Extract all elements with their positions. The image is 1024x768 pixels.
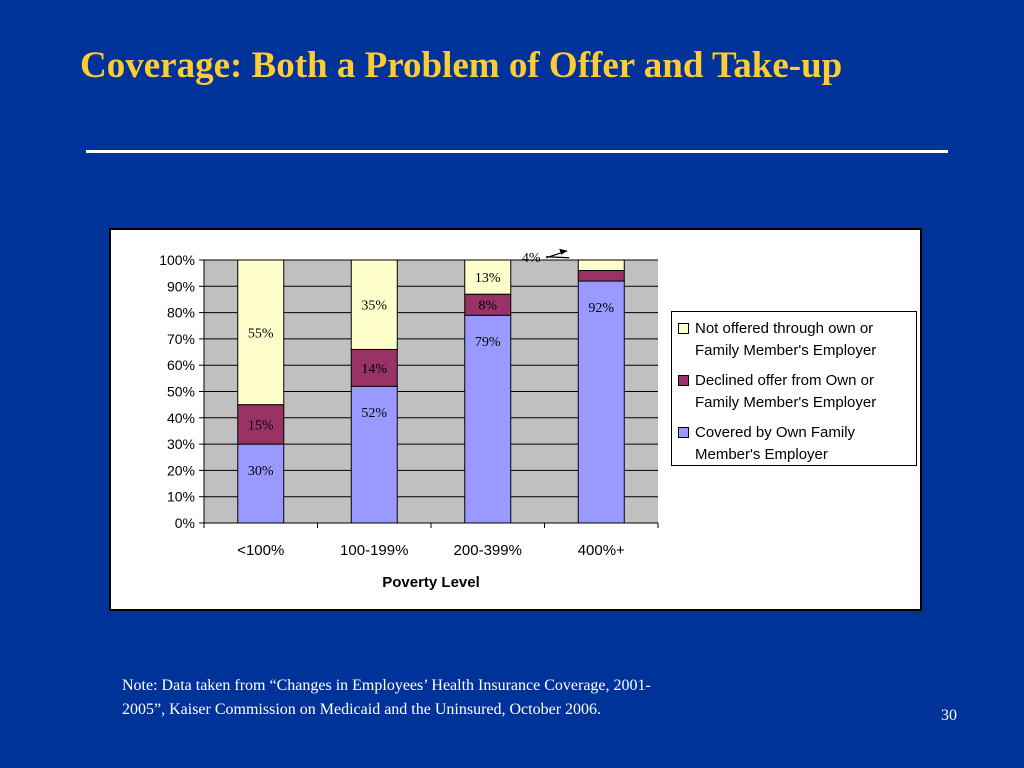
y-tick-label-90: 90%	[167, 278, 195, 294]
x-tick-label-200-399: 200-399%	[454, 542, 522, 559]
data-label-200-399-covered-by-own-family-member-s-employer: 79%	[475, 335, 501, 350]
legend-item-covered: Covered by Own Family Member's Employer	[678, 422, 914, 466]
y-tick-label-0: 0%	[175, 515, 195, 531]
y-tick-label-60: 60%	[167, 357, 195, 373]
legend-label-not-offered-line2: Family Member's Employer	[695, 342, 877, 359]
annotation-arrow-line-2	[546, 256, 570, 259]
bar-400-declined-offer-from-own-or-family-member-s-employer	[577, 270, 625, 282]
bar-100-199-not-offered-through-own-or-family-member-s-employer	[350, 259, 398, 350]
bar-100-not-offered-through-own-or-family-member-s-employer	[237, 259, 285, 406]
legend-item-not-offered: Not offered through own or Family Member…	[678, 318, 914, 362]
data-label-400-covered-by-own-family-member-s-employer: 92%	[588, 301, 614, 316]
legend-swatch-not-offered	[678, 323, 689, 334]
y-tick-label-30: 30%	[167, 436, 195, 452]
y-tick-label-70: 70%	[167, 331, 195, 347]
x-axis-title: Poverty Level	[382, 574, 480, 591]
y-tick-label-40: 40%	[167, 410, 195, 426]
y-tick-label-20: 20%	[167, 462, 195, 478]
bar-100-199-covered-by-own-family-member-s-employer	[350, 385, 398, 524]
bar-400-covered-by-own-family-member-s-employer	[577, 280, 625, 524]
bar-100-199-declined-offer-from-own-or-family-member-s-employer	[350, 348, 398, 387]
bar-200-399-not-offered-through-own-or-family-member-s-employer	[464, 259, 512, 295]
legend-swatch-declined	[678, 375, 689, 386]
legend-label-covered-line1: Covered by Own Family	[695, 424, 856, 441]
data-label-200-399-not-offered-through-own-or-family-member-s-employer: 13%	[475, 271, 501, 286]
legend-label-declined-line1: Declined offer from Own or	[695, 372, 874, 389]
source-note: Note: Data taken from “Changes in Employ…	[122, 677, 651, 718]
legend-label-covered-line2: Member's Employer	[695, 446, 828, 463]
data-label-100-199-not-offered-through-own-or-family-member-s-employer: 35%	[361, 299, 387, 314]
chart-legend: Not offered through own or Family Member…	[671, 311, 917, 466]
data-label-200-399-declined-offer-from-own-or-family-member-s-employer: 8%	[478, 299, 497, 314]
bar-200-399-covered-by-own-family-member-s-employer	[464, 314, 512, 524]
x-tick-label-100: <100%	[237, 542, 284, 559]
y-tick-label-10: 10%	[167, 489, 195, 505]
legend-label-declined-line2: Family Member's Employer	[695, 394, 877, 411]
chart-frame: 0% 10% 20% 30% 40% 50% 60% 70% 80% 90% 100% 30% 15% 5…	[109, 228, 922, 611]
data-label-100-covered-by-own-family-member-s-employer: 30%	[248, 464, 274, 479]
x-tick-label-400: 400%+	[578, 542, 625, 559]
stacked-bar-chart: 0% 10% 20% 30% 40% 50% 60% 70% 80% 90% 100% 30% 15% 5…	[159, 248, 659, 591]
y-tick-label-100: 100%	[159, 252, 195, 268]
data-label-100-not-offered-through-own-or-family-member-s-employer: 55%	[248, 326, 274, 341]
page-number: 30	[941, 707, 957, 724]
annotation-400: 4%	[522, 251, 541, 266]
x-tick-label-100-199: 100-199%	[340, 542, 408, 559]
legend-item-declined: Declined offer from Own or Family Member…	[678, 370, 914, 414]
legend-label-not-offered-line1: Not offered through own or	[695, 320, 874, 337]
data-label-100-199-covered-by-own-family-member-s-employer: 52%	[361, 406, 387, 421]
bar-400-not-offered-through-own-or-family-member-s-employer	[577, 259, 625, 272]
slide-title: Coverage: Both a Problem of Offer and Ta…	[80, 45, 843, 86]
y-tick-label-80: 80%	[167, 305, 195, 321]
bar-100-declined-offer-from-own-or-family-member-s-employer	[237, 404, 285, 445]
title-rule	[86, 150, 948, 153]
y-tick-label-50: 50%	[167, 384, 195, 400]
data-label-100-199-declined-offer-from-own-or-family-member-s-employer: 14%	[361, 362, 387, 377]
annotation-arrowhead	[559, 248, 568, 255]
bar-100-covered-by-own-family-member-s-employer	[237, 443, 285, 524]
data-label-100-declined-offer-from-own-or-family-member-s-employer: 15%	[248, 418, 274, 433]
legend-swatch-covered	[678, 427, 689, 438]
